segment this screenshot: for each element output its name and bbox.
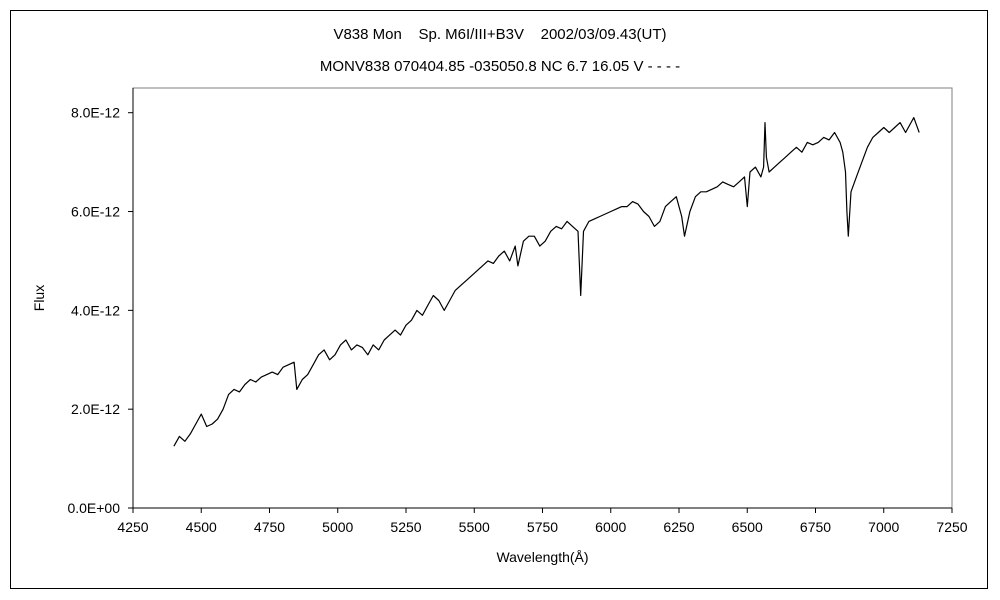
- spectrum-line: [173, 116, 920, 447]
- chart-subtitle: MONV838 070404.85 -035050.8 NC 6.7 16.05…: [319, 58, 681, 75]
- x-tick-label: 5000: [322, 519, 353, 535]
- x-tick-label: 5500: [459, 519, 490, 535]
- plot-area: [132, 87, 953, 509]
- y-tick-label: 6.0E-12: [71, 204, 120, 220]
- series-group: [173, 116, 920, 447]
- x-tick-label: 4250: [117, 519, 148, 535]
- plot-area-border: [132, 87, 953, 509]
- x-tick-label: 6500: [732, 519, 763, 535]
- chart-frame: [10, 10, 988, 589]
- x-axis: 4250 4500 4750 5000 5250 5500 5750 6000 6250 6500…: [117, 507, 968, 535]
- x-tick-label: 4750: [254, 519, 285, 535]
- x-axis-label: Wavelength(Å): [496, 549, 588, 565]
- x-tick-label: 4500: [186, 519, 217, 535]
- y-axis: 0.0E+00 2.0E-12 4.0E-12 6.0E-12 8.0E-12: [67, 88, 134, 516]
- x-tick-label: 5750: [527, 519, 558, 535]
- x-tick-label: 7250: [936, 519, 967, 535]
- y-tick-label: 8.0E-12: [71, 105, 120, 121]
- x-tick-label: 6250: [663, 519, 694, 535]
- y-tick-label: 2.0E-12: [71, 401, 120, 417]
- y-axis-label: Flux: [31, 285, 47, 311]
- y-tick-label: 0.0E+00: [67, 500, 120, 516]
- x-tick-label: 6750: [800, 519, 831, 535]
- x-tick-label: 5250: [390, 519, 421, 535]
- x-tick-label: 6000: [595, 519, 626, 535]
- chart-title: V838 Mon Sp. M6I/III+B3V 2002/03/09.43(U…: [333, 26, 667, 43]
- y-tick-label: 4.0E-12: [71, 302, 120, 318]
- x-tick-label: 7000: [868, 519, 899, 535]
